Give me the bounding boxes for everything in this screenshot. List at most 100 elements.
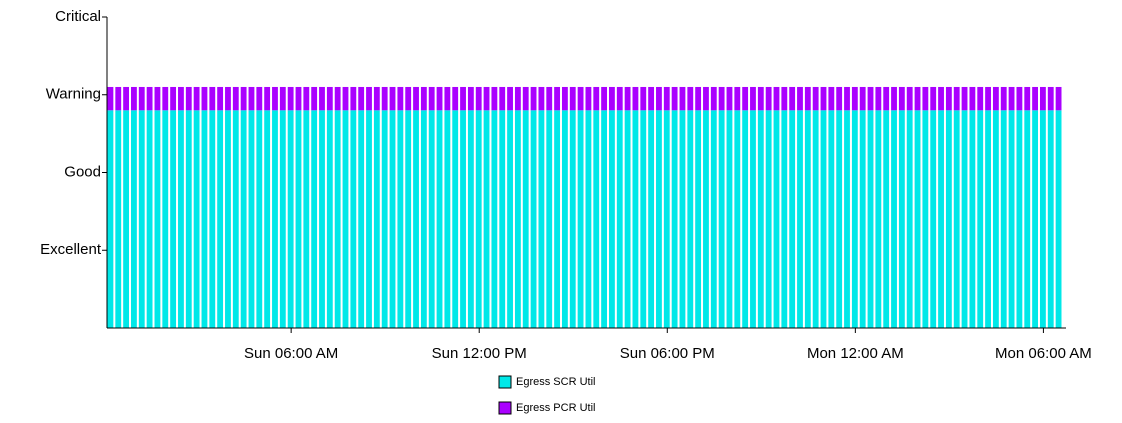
bar-segment	[405, 110, 412, 328]
bar-segment	[969, 86, 976, 111]
bar-segment	[295, 110, 302, 328]
bar-segment	[718, 86, 725, 111]
bar-segment	[311, 86, 318, 111]
bar-segment	[170, 110, 177, 328]
bar-segment	[679, 86, 686, 111]
bar-segment	[107, 86, 114, 111]
bar-segment	[703, 86, 709, 111]
bar-segment	[115, 110, 122, 328]
bar-segment	[836, 86, 843, 111]
bar-segment	[985, 110, 991, 328]
bar-segment	[530, 86, 537, 111]
bar-segment	[1032, 110, 1038, 328]
bar-segment	[859, 110, 866, 328]
bar-segment	[420, 86, 427, 111]
bar-segment	[350, 86, 357, 111]
bar-segment	[569, 110, 576, 328]
bar-segment	[460, 86, 466, 111]
bar-segment	[797, 86, 803, 111]
bar-segment	[1047, 110, 1054, 328]
bar-segment	[632, 110, 639, 328]
bar-segment	[240, 110, 247, 328]
bar-segment	[1039, 86, 1046, 111]
bar-segment	[514, 86, 521, 111]
bar-segment	[812, 110, 819, 328]
bar-segment	[953, 110, 960, 328]
bar-segment	[499, 86, 506, 111]
bar-segment	[922, 86, 929, 111]
bar-segment	[851, 110, 858, 328]
bar-segment	[381, 86, 388, 111]
bar-segment	[428, 110, 435, 328]
bar-segment	[225, 110, 231, 328]
x-tick-label: Sun 06:00 AM	[244, 345, 338, 362]
bar-segment	[875, 86, 882, 111]
bar-segment	[475, 110, 482, 328]
bar-segment	[898, 110, 905, 328]
bar-segment	[272, 110, 278, 328]
bar-segment	[138, 86, 145, 111]
bar-segment	[287, 86, 294, 111]
bar-segment	[185, 110, 192, 328]
bar-segment	[185, 86, 192, 111]
bar-segment	[616, 110, 623, 328]
bar-segment	[1008, 110, 1015, 328]
bar-segment	[452, 86, 459, 111]
bar-segment	[828, 86, 835, 111]
bar-segment	[938, 86, 944, 111]
bar-segment	[734, 110, 741, 328]
bar-segment	[601, 110, 608, 328]
bar-segment	[264, 86, 271, 111]
bar-segment	[170, 86, 177, 111]
bar-segment	[452, 110, 459, 328]
bar-segment	[593, 86, 600, 111]
bar-segment	[687, 110, 694, 328]
bar-segment	[334, 110, 341, 328]
bar-segment	[883, 110, 890, 328]
bar-segment	[131, 110, 137, 328]
bar-segment	[750, 86, 756, 111]
bar-segment	[413, 86, 419, 111]
bar-segment	[507, 86, 513, 111]
bar-segment	[609, 86, 615, 111]
bar-segment	[1039, 110, 1046, 328]
bar-segment	[514, 110, 521, 328]
legend-swatch	[498, 375, 512, 389]
bar-segment	[789, 86, 796, 111]
bar-segment	[467, 86, 474, 111]
bar-segment	[695, 110, 702, 328]
bar-segment	[467, 110, 474, 328]
bar-segment	[679, 110, 686, 328]
bar-segment	[311, 110, 318, 328]
bar-segment	[319, 110, 325, 328]
bar-segment	[154, 110, 161, 328]
bar-segment	[381, 110, 388, 328]
bar-segment	[671, 110, 678, 328]
bar-segment	[1016, 110, 1023, 328]
bar-segment	[844, 110, 850, 328]
bar-segment	[609, 110, 615, 328]
bar-segment	[303, 110, 310, 328]
bar-segment	[428, 86, 435, 111]
bar-segment	[162, 86, 169, 111]
bar-segment	[538, 110, 545, 328]
bar-segment	[420, 110, 427, 328]
bar-segment	[726, 110, 733, 328]
bar-segment	[1055, 110, 1062, 328]
bar-segment	[585, 86, 592, 111]
bar-segment	[820, 110, 827, 328]
bar-segment	[859, 86, 866, 111]
bar-segment	[828, 110, 835, 328]
bar-segment	[178, 110, 184, 328]
bar-segment	[945, 110, 952, 328]
bar-segment	[875, 110, 882, 328]
x-tick-label: Sun 12:00 PM	[432, 345, 527, 362]
bar-segment	[193, 110, 200, 328]
bar-segment	[217, 110, 224, 328]
bar-segment	[123, 110, 130, 328]
bar-segment	[366, 110, 372, 328]
bar-segment	[789, 110, 796, 328]
bar-segment	[209, 110, 216, 328]
bar-segment	[201, 110, 208, 328]
bar-segment	[123, 86, 130, 111]
